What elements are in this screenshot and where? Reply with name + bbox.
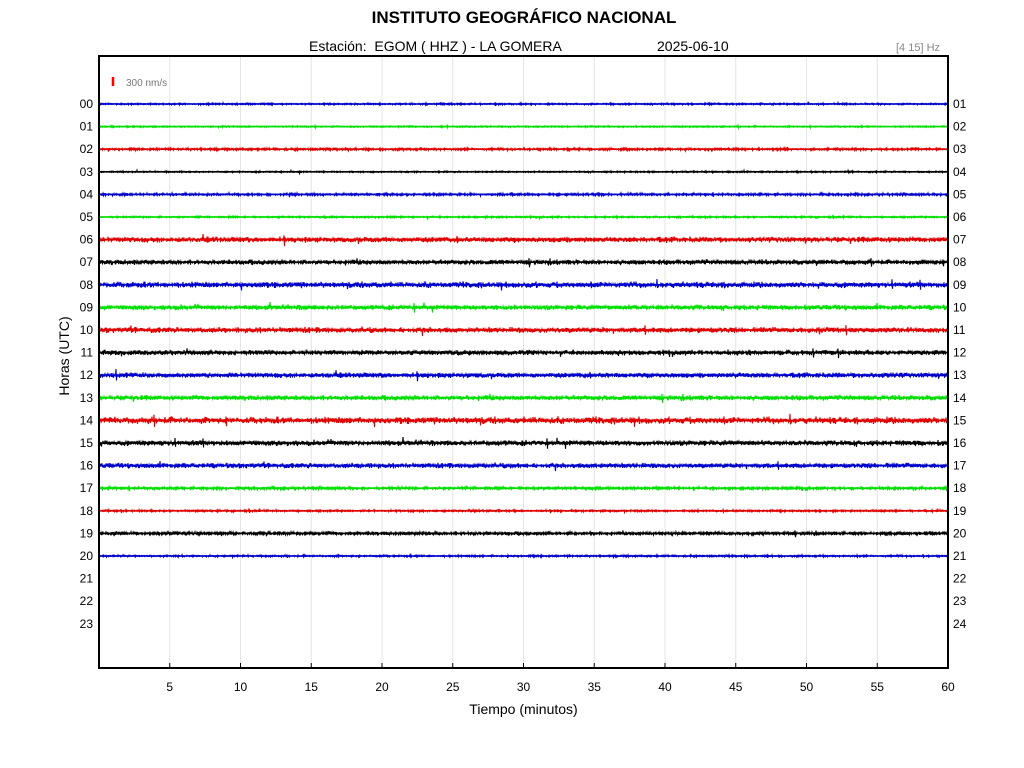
left-hour-label: 04 (80, 187, 94, 201)
left-hour-label: 08 (80, 278, 94, 292)
left-hour-label: 13 (80, 391, 94, 405)
left-hour-label: 02 (80, 142, 94, 156)
right-hour-label: 08 (953, 255, 967, 269)
left-hour-label: 06 (80, 233, 94, 247)
right-hour-label: 05 (953, 187, 967, 201)
left-hour-label: 09 (80, 300, 94, 314)
left-hour-label: 18 (80, 504, 94, 518)
right-hour-label: 03 (953, 142, 967, 156)
left-hour-label: 20 (80, 549, 94, 563)
left-hour-label: 10 (80, 323, 94, 337)
y-axis-title: Horas (UTC) (56, 316, 72, 395)
left-hour-label: 14 (80, 413, 94, 427)
right-hour-label: 06 (953, 210, 967, 224)
left-hour-label: 05 (80, 210, 94, 224)
left-hour-label: 21 (80, 572, 94, 586)
right-hour-label: 19 (953, 504, 967, 518)
right-hour-label: 15 (953, 413, 967, 427)
x-tick-label: 15 (305, 680, 319, 694)
right-hour-label: 14 (953, 391, 967, 405)
right-hour-label: 07 (953, 233, 967, 247)
x-tick-label: 5 (166, 680, 173, 694)
left-hour-label: 12 (80, 368, 94, 382)
x-tick-label: 50 (800, 680, 814, 694)
x-tick-label: 45 (729, 680, 743, 694)
right-hour-label: 23 (953, 594, 967, 608)
date-label: 2025-06-10 (657, 38, 729, 54)
right-hour-label: 11 (953, 323, 966, 337)
right-hour-label: 12 (953, 346, 967, 360)
x-tick-label: 10 (234, 680, 248, 694)
left-hour-label: 00 (80, 97, 94, 111)
right-hour-label: 24 (953, 617, 967, 631)
left-hour-label: 16 (80, 459, 94, 473)
right-hour-label: 09 (953, 278, 967, 292)
right-hour-label: 20 (953, 526, 967, 540)
x-tick-label: 55 (871, 680, 885, 694)
chart-title: INSTITUTO GEOGRÁFICO NACIONAL (371, 8, 677, 27)
x-tick-label: 20 (375, 680, 389, 694)
right-hour-label: 18 (953, 481, 967, 495)
right-hour-label: 16 (953, 436, 967, 450)
right-hour-label: 21 (953, 549, 967, 563)
x-tick-label: 40 (658, 680, 672, 694)
right-hour-label: 01 (953, 97, 967, 111)
left-hour-label: 01 (80, 120, 94, 134)
station-label: Estación: EGOM ( HHZ ) - LA GOMERA (309, 38, 562, 54)
x-tick-label: 30 (517, 680, 531, 694)
left-hour-label: 19 (80, 526, 94, 540)
right-hour-label: 13 (953, 368, 967, 382)
right-hour-label: 22 (953, 572, 967, 586)
right-hour-label: 02 (953, 120, 967, 134)
x-axis-title: Tiempo (minutos) (469, 701, 577, 717)
right-hour-label: 04 (953, 165, 967, 179)
x-tick-label: 60 (941, 680, 955, 694)
left-hour-label: 22 (80, 594, 94, 608)
left-hour-label: 07 (80, 255, 94, 269)
right-hour-label: 10 (953, 300, 967, 314)
left-hour-label: 17 (80, 481, 94, 495)
right-hour-label: 17 (953, 459, 967, 473)
left-hour-label: 11 (81, 346, 94, 360)
left-hour-label: 03 (80, 165, 94, 179)
x-tick-label: 35 (588, 680, 602, 694)
left-hour-label: 15 (80, 436, 94, 450)
filter-label: [4 15] Hz (896, 42, 941, 54)
left-hour-label: 23 (80, 617, 94, 631)
scale-bar-label: 300 nm/s (126, 78, 167, 89)
x-tick-label: 25 (446, 680, 460, 694)
